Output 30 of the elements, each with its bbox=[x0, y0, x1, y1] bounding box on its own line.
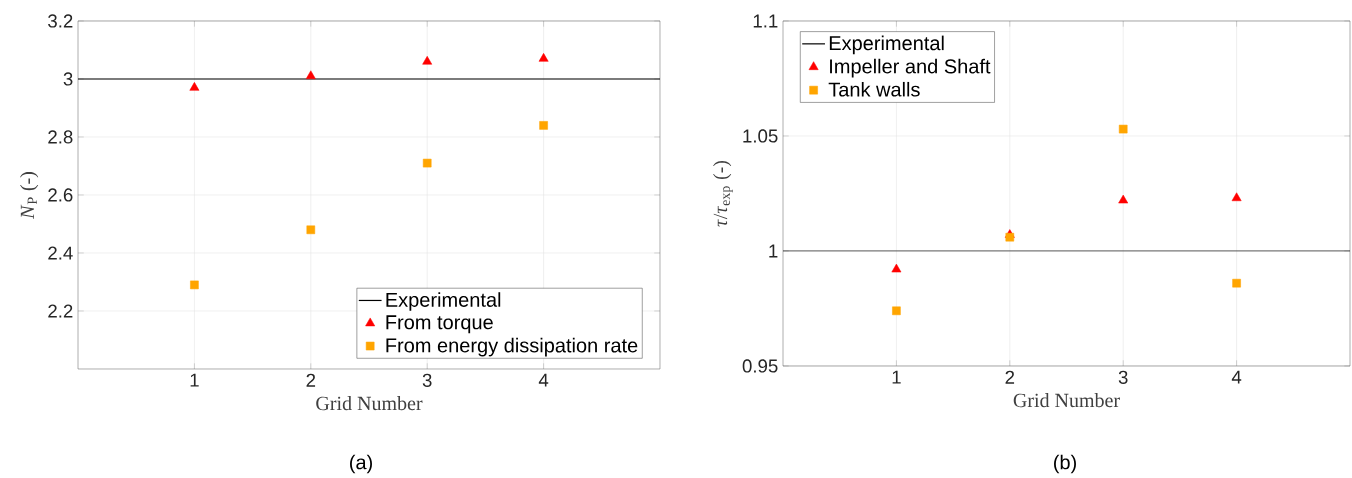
legend-label: Experimental bbox=[386, 292, 501, 311]
legend-label: From energy dissipation rate bbox=[386, 337, 638, 357]
legend-label: Tank walls bbox=[828, 82, 920, 97]
x-axis-title: Grid Number bbox=[316, 396, 423, 411]
text: (a) bbox=[350, 454, 372, 474]
legend-label: Impeller and Shaft bbox=[830, 58, 991, 78]
y-tick-label: 2.2 bbox=[48, 304, 73, 318]
x-tick-label: 2 bbox=[1005, 370, 1015, 384]
y-tick-label: 3 bbox=[63, 72, 73, 86]
x-tick-label: 4 bbox=[1231, 370, 1242, 384]
legend-label: Experimental bbox=[829, 35, 944, 55]
y-tick-label: 2.6 bbox=[48, 188, 73, 202]
text: (b) bbox=[1054, 454, 1076, 474]
y-tick-label: 2.8 bbox=[48, 130, 73, 144]
y-tick-label: 1.1 bbox=[753, 14, 778, 28]
y-axis-title: τ/τ$_{exp}$ (-) bbox=[713, 161, 733, 227]
x-axis-title: Grid Number bbox=[1013, 393, 1120, 408]
y-tick-label: 3.2 bbox=[48, 14, 73, 28]
y-tick-label: 1.05 bbox=[743, 129, 778, 143]
x-tick-label: 1 bbox=[892, 370, 901, 384]
x-tick-label: 1 bbox=[190, 373, 199, 387]
y-axis-title: N$_{P}$ (-) bbox=[20, 172, 39, 220]
x-tick-label: 2 bbox=[306, 373, 316, 387]
y-tick-label: 0.95 bbox=[742, 359, 778, 373]
legend-label: From torque bbox=[386, 315, 493, 334]
x-tick-label: 3 bbox=[422, 373, 432, 388]
x-tick-label: 4 bbox=[538, 373, 549, 387]
y-tick-label: 2.4 bbox=[48, 246, 73, 260]
x-tick-label: 3 bbox=[1118, 370, 1128, 385]
y-tick-label: 1 bbox=[769, 244, 778, 258]
